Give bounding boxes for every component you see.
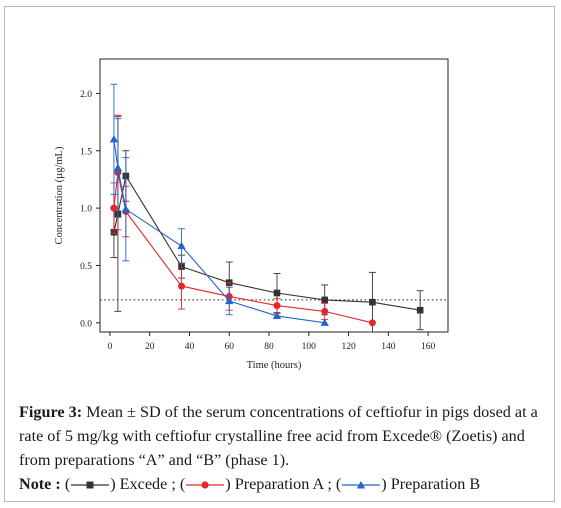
caption-label: Figure 3:: [19, 403, 83, 421]
x-tick-label: 120: [341, 342, 356, 352]
data-point: [320, 318, 329, 326]
line-chart: 0 20 40 60 80 100 120 140 160 0.0 0.5 1.0 1.5 2.0 Time…: [54, 58, 449, 371]
data-point: [273, 302, 281, 310]
y-tick-label: 1.0: [80, 205, 92, 215]
x-tick-label: 20: [145, 342, 155, 352]
x-tick-label: 140: [381, 342, 396, 352]
y-axis-title: Concentration (µg/mL): [54, 146, 65, 244]
data-point: [321, 296, 329, 304]
data-point: [273, 289, 281, 297]
y-tick-label: 1.5: [80, 147, 92, 157]
x-tick-label: 160: [421, 342, 436, 352]
y-tick-label: 2.0: [80, 90, 92, 100]
figure-caption: Figure 3: Mean ± SD of the serum concent…: [19, 400, 549, 496]
note-label: Note :: [19, 475, 61, 493]
data-point: [225, 296, 234, 305]
y-tick-label: 0.5: [80, 262, 92, 272]
data-point: [121, 204, 131, 213]
legend-label-preparation-b: ) Preparation B: [381, 475, 481, 493]
legend-note: Note : ( ) Excede ; ( ) Preparation A ; ()…: [19, 472, 549, 496]
series-excede: [110, 115, 424, 333]
legend-label-excede: ) Excede ; (: [110, 475, 186, 493]
series-preparation-a: [110, 114, 376, 327]
note-open-paren: (: [60, 475, 71, 493]
series-preparation-b: [109, 83, 329, 326]
data-point: [109, 134, 119, 143]
legend-label-preparation-a: ) Preparation A ; (: [225, 475, 342, 493]
data-point: [177, 241, 186, 250]
legend-symbol-preparation-b: [342, 481, 381, 489]
x-tick-label: 100: [302, 342, 317, 352]
legend-symbol-preparation-a: [186, 481, 225, 489]
data-point: [178, 282, 186, 290]
plot-frame: [99, 58, 449, 333]
series-line: [113, 174, 421, 311]
data-point: [272, 311, 282, 320]
data-point: [368, 319, 376, 327]
caption-text: Mean ± SD of the serum concentrations of…: [19, 403, 538, 469]
legend-symbol-excede: [71, 481, 110, 489]
data-point: [110, 204, 118, 212]
x-tick-label: 0: [108, 342, 113, 352]
y-tick-label: 0.0: [80, 319, 92, 329]
data-point: [113, 163, 123, 172]
x-tick-label: 40: [185, 342, 195, 352]
data-point: [321, 307, 329, 315]
figure-frame: 0 20 40 60 80 100 120 140 160 0.0 0.5 1.0 1.5 2.0 Time…: [4, 6, 555, 502]
data-point: [416, 306, 424, 314]
x-tick-label: 60: [225, 342, 235, 352]
data-point: [369, 298, 376, 306]
series-line: [113, 172, 373, 324]
x-axis-title: Time (hours): [247, 360, 302, 371]
x-tick-label: 80: [264, 342, 274, 352]
